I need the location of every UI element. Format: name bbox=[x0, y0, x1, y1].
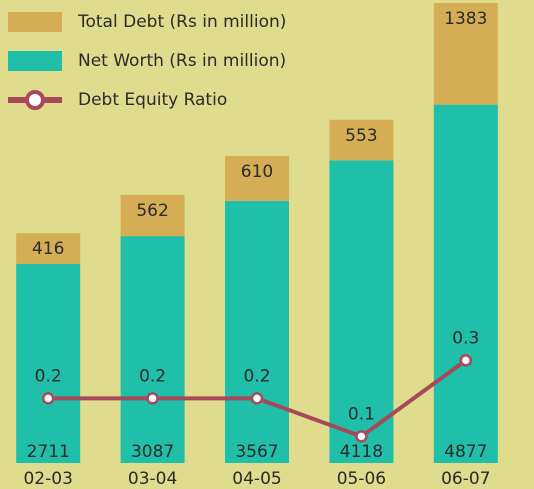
x-tick-label: 04-05 bbox=[232, 469, 281, 489]
data-label: 4877 bbox=[444, 442, 487, 462]
bar-segment bbox=[329, 119, 394, 161]
data-label: 2711 bbox=[27, 442, 70, 462]
line-marker bbox=[250, 392, 264, 405]
data-label: 0.2 bbox=[243, 366, 270, 386]
data-label: 0.1 bbox=[348, 404, 375, 424]
data-label: 0.2 bbox=[35, 366, 62, 386]
x-tick-label: 02-03 bbox=[23, 469, 72, 489]
legend-label: Total Debt (Rs in million) bbox=[77, 12, 286, 32]
data-label: 610 bbox=[241, 162, 273, 182]
data-label: 553 bbox=[345, 126, 377, 146]
line-marker bbox=[41, 392, 55, 405]
line-marker bbox=[146, 392, 159, 405]
line-marker bbox=[355, 430, 368, 443]
data-label: 416 bbox=[32, 239, 64, 259]
bar-segment bbox=[120, 236, 185, 463]
x-tick-label: 03-04 bbox=[128, 469, 177, 489]
line-marker bbox=[459, 354, 473, 367]
bar-segment bbox=[120, 194, 185, 237]
data-label: 4118 bbox=[340, 442, 383, 462]
legend-label: Debt Equity Ratio bbox=[78, 90, 227, 110]
x-tick-label: 06-07 bbox=[441, 469, 490, 489]
x-tick-label: 05-06 bbox=[337, 469, 386, 489]
data-label: 0.3 bbox=[452, 328, 479, 348]
data-label: 0.2 bbox=[139, 366, 166, 386]
bar-segment bbox=[225, 156, 289, 201]
legend-swatch bbox=[8, 12, 62, 32]
bar-segment bbox=[433, 104, 498, 464]
bar-segment bbox=[329, 160, 394, 464]
legend-marker bbox=[25, 90, 45, 110]
data-label: 3087 bbox=[131, 442, 174, 462]
bar-segment bbox=[225, 200, 289, 463]
bar-segment bbox=[16, 263, 81, 463]
legend-label: Net Worth (Rs in million) bbox=[78, 51, 286, 71]
bar-segment bbox=[16, 233, 81, 264]
data-label: 1383 bbox=[444, 9, 487, 29]
legend-swatch bbox=[8, 51, 62, 71]
data-label: 562 bbox=[136, 201, 168, 221]
bar-segment bbox=[433, 3, 498, 105]
data-label: 3567 bbox=[235, 442, 278, 462]
